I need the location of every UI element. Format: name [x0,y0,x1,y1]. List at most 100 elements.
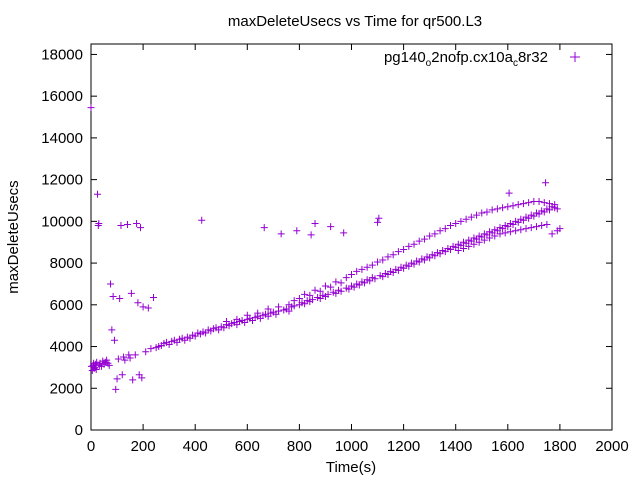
data-point [306,291,314,299]
data-point [87,104,95,112]
data-point [131,351,139,359]
data-point [375,214,383,222]
data-point [108,326,116,334]
data-point [243,311,251,319]
data-point [493,205,501,213]
data-point [519,200,527,208]
y-tick-label: 10000 [41,213,83,230]
data-point [379,256,387,264]
data-point [327,283,335,291]
data-point [337,279,345,287]
data-point [324,290,332,298]
data-point [92,365,100,373]
data-point [522,225,530,233]
data-point [147,345,155,353]
data-point [410,240,418,248]
data-point [340,229,348,237]
data-point [125,351,133,359]
data-point [467,213,475,221]
x-tick-label: 400 [183,438,208,455]
data-point [222,318,230,326]
data-point [368,261,376,269]
plot-frame [90,43,613,431]
data-point [473,211,481,219]
legend-marker [570,52,580,62]
data-point [363,263,371,271]
data-point [136,224,144,232]
data-point [107,280,115,288]
data-point [285,301,293,309]
data-point [426,232,434,240]
x-axis-title: Time(s) [326,459,376,476]
data-point [358,265,366,273]
data-point [389,251,397,259]
data-point [535,198,543,206]
data-point [142,348,150,356]
data-point [139,303,147,311]
data-point [384,253,392,261]
data-point [505,189,513,197]
x-tick-label: 1400 [439,438,472,455]
data-point [415,237,423,245]
x-tick-label: 1600 [491,438,524,455]
data-point [491,232,499,240]
data-point [540,199,548,207]
y-tick-label: 2000 [50,380,83,397]
data-point [117,222,125,230]
data-point [233,315,241,323]
data-point [112,385,120,393]
data-point [446,222,454,230]
data-point [431,230,439,238]
data-point [123,220,131,228]
data-point [420,235,428,243]
x-tick-label: 800 [287,438,312,455]
data-point [551,201,559,209]
data-point [311,219,319,227]
data-point [400,246,408,254]
data-point [452,219,460,227]
data-point [105,361,113,369]
data-point [144,304,152,312]
data-point [103,356,111,364]
data-point [454,247,462,255]
data-point [113,375,121,383]
data-point [290,297,298,305]
data-point [126,354,134,362]
y-tick-label: 8000 [50,255,83,272]
data-point [538,222,546,230]
data-point [138,374,146,382]
data-point [470,240,478,248]
data-point [150,294,158,302]
data-point [121,356,129,364]
data-point [95,219,103,227]
data-point [316,287,324,295]
data-point [465,242,473,250]
y-tick-label: 6000 [50,297,83,314]
data-point [374,258,382,266]
y-tick-label: 16000 [41,88,83,105]
data-point [542,179,550,187]
legend-label-prefix: pg140 [384,49,426,66]
data-point [275,303,283,311]
data-point [553,205,561,213]
data-point [499,204,507,212]
legend: pg140o2nofp.cx10ac8r32 [384,49,580,69]
data-point [301,290,309,298]
x-tick-label: 1000 [335,438,368,455]
data-point [293,227,301,235]
data-point [129,376,137,384]
data-point [116,295,124,303]
data-point [405,242,413,250]
legend-label-subscript-1: o [426,58,432,69]
data-point [118,371,126,379]
data-point [342,274,350,282]
data-point [277,230,285,238]
data-point [525,199,533,207]
data-point [488,206,496,214]
data-point [260,224,268,232]
data-point [441,225,449,233]
y-axis: 0 2000 4000 6000 8000 10000 12000 14000 16000 180… [41,46,612,439]
data-point [307,231,315,239]
data-point [514,201,522,209]
data-point [133,219,141,227]
